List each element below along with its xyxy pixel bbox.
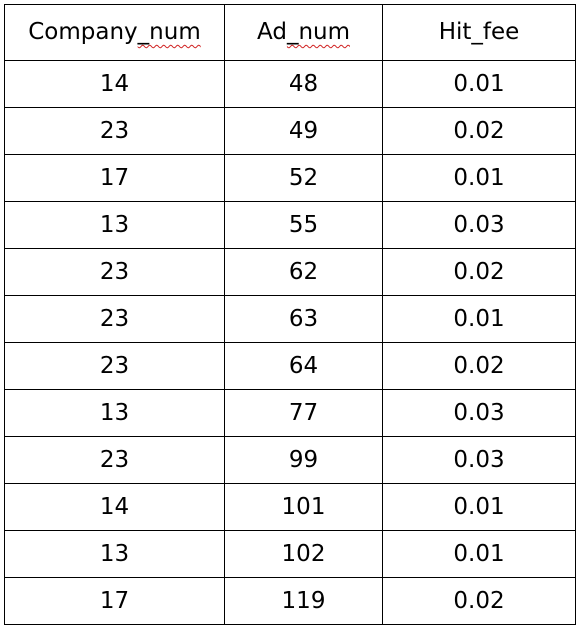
header-company-num: Company_num bbox=[4, 4, 225, 61]
table-body: 14 48 0.01 23 49 0.02 17 52 0.01 13 55 0… bbox=[4, 60, 576, 625]
cell-ad-num: 77 bbox=[224, 389, 383, 437]
cell-company-num: 14 bbox=[4, 483, 225, 531]
table-row: 14 101 0.01 bbox=[4, 483, 576, 531]
cell-company-num: 23 bbox=[4, 342, 225, 390]
cell-company-num: 23 bbox=[4, 107, 225, 155]
table-row: 17 119 0.02 bbox=[4, 577, 576, 625]
table-header: Company_num Ad_num Hit_fee bbox=[4, 4, 576, 61]
cell-hit-fee: 0.03 bbox=[382, 201, 576, 249]
cell-ad-num: 64 bbox=[224, 342, 383, 390]
cell-hit-fee: 0.02 bbox=[382, 107, 576, 155]
table-row: 14 48 0.01 bbox=[4, 60, 576, 108]
table-row: 17 52 0.01 bbox=[4, 154, 576, 202]
cell-company-num: 13 bbox=[4, 530, 225, 578]
cell-company-num: 17 bbox=[4, 577, 225, 625]
cell-ad-num: 99 bbox=[224, 436, 383, 484]
header-hit-fee-label: Hit_fee bbox=[438, 19, 520, 45]
table-row: 23 62 0.02 bbox=[4, 248, 576, 296]
header-row: Company_num Ad_num Hit_fee bbox=[4, 4, 576, 61]
header-ad-num-suffix: _num bbox=[286, 19, 350, 45]
cell-hit-fee: 0.02 bbox=[382, 342, 576, 390]
cell-hit-fee: 0.02 bbox=[382, 248, 576, 296]
cell-hit-fee: 0.03 bbox=[382, 436, 576, 484]
cell-ad-num: 48 bbox=[224, 60, 383, 108]
table-row: 13 77 0.03 bbox=[4, 389, 576, 437]
header-ad-num: Ad_num bbox=[224, 4, 383, 61]
cell-ad-num: 52 bbox=[224, 154, 383, 202]
cell-ad-num: 49 bbox=[224, 107, 383, 155]
cell-ad-num: 55 bbox=[224, 201, 383, 249]
cell-hit-fee: 0.02 bbox=[382, 577, 576, 625]
cell-hit-fee: 0.03 bbox=[382, 389, 576, 437]
table-row: 13 102 0.01 bbox=[4, 530, 576, 578]
header-ad-num-prefix: Ad bbox=[257, 19, 287, 45]
cell-hit-fee: 0.01 bbox=[382, 483, 576, 531]
cell-hit-fee: 0.01 bbox=[382, 530, 576, 578]
table-row: 23 64 0.02 bbox=[4, 342, 576, 390]
cell-company-num: 23 bbox=[4, 295, 225, 343]
cell-company-num: 14 bbox=[4, 60, 225, 108]
header-company-num-prefix: Company bbox=[28, 19, 138, 45]
cell-company-num: 23 bbox=[4, 436, 225, 484]
data-table: Company_num Ad_num Hit_fee 14 48 0.01 23… bbox=[4, 4, 576, 625]
cell-ad-num: 101 bbox=[224, 483, 383, 531]
cell-hit-fee: 0.01 bbox=[382, 60, 576, 108]
header-company-num-suffix: _num bbox=[137, 19, 201, 45]
cell-ad-num: 62 bbox=[224, 248, 383, 296]
cell-ad-num: 119 bbox=[224, 577, 383, 625]
table-row: 23 63 0.01 bbox=[4, 295, 576, 343]
header-hit-fee: Hit_fee bbox=[382, 4, 576, 61]
table-row: 13 55 0.03 bbox=[4, 201, 576, 249]
table-row: 23 49 0.02 bbox=[4, 107, 576, 155]
cell-hit-fee: 0.01 bbox=[382, 154, 576, 202]
cell-company-num: 23 bbox=[4, 248, 225, 296]
cell-company-num: 13 bbox=[4, 389, 225, 437]
table-row: 23 99 0.03 bbox=[4, 436, 576, 484]
cell-company-num: 17 bbox=[4, 154, 225, 202]
cell-ad-num: 63 bbox=[224, 295, 383, 343]
cell-ad-num: 102 bbox=[224, 530, 383, 578]
cell-hit-fee: 0.01 bbox=[382, 295, 576, 343]
cell-company-num: 13 bbox=[4, 201, 225, 249]
